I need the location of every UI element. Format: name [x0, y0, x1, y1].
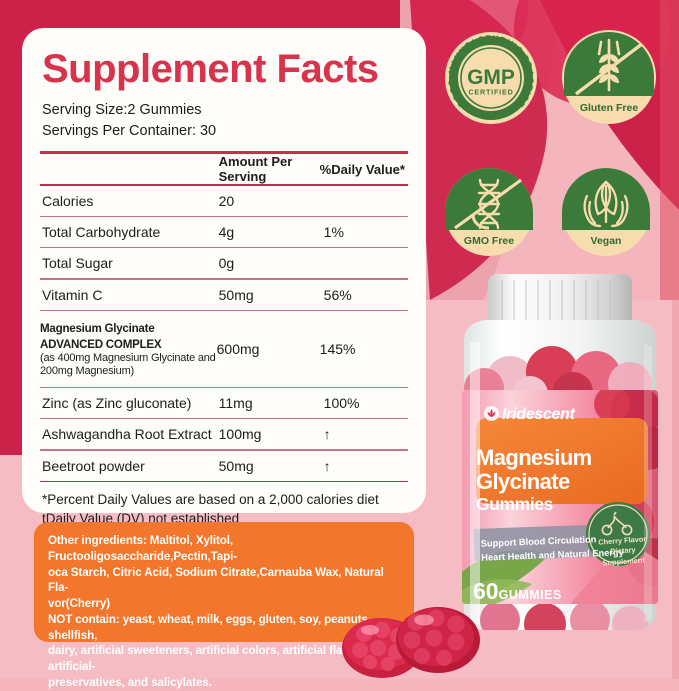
dna-slash-icon: GMO Free [445, 168, 533, 256]
nutrient-amount: 50mg [218, 286, 254, 303]
header-daily-value: %Daily Value* [319, 161, 405, 177]
nutrient-name-sub: (as 400mg Magnesium Glycinate and 200mg … [40, 351, 216, 378]
divider-under-header [40, 184, 408, 186]
gummy-count: 60GUMMIES [473, 578, 562, 605]
table-row: Magnesium Glycinate ADVANCED COMPLEX (as … [40, 311, 408, 387]
nutrient-amount: 20 [218, 192, 235, 209]
nutrient-name: Ashwagandha Root Extract [42, 426, 212, 443]
nutrient-name: Total Sugar [42, 255, 113, 272]
product-bottle [462, 274, 658, 630]
brand-label: Iridescent [502, 406, 575, 423]
not-contain-line-1: NOT contain: yeast, wheat, milk, eggs, g… [48, 612, 371, 642]
product-line-2: Glycinate [476, 469, 570, 494]
badge-gmo-free: GMO Free [443, 166, 535, 258]
footnote-line-1: *Percent Daily Values are based on a 2,0… [42, 492, 379, 508]
nutrient-name: Zinc (as Zinc gluconate) [42, 394, 192, 411]
row-divider [40, 417, 408, 420]
count-number: 60 [473, 578, 499, 604]
nutrient-amount: 4g [218, 223, 235, 240]
table-row: Zinc (as Zinc gluconate) 11mg 100% [40, 388, 408, 418]
nutrient-daily-value: 56% [323, 286, 352, 303]
svg-text:Vegan: Vegan [591, 235, 622, 247]
badge-vegan: Vegan [560, 166, 652, 258]
brand-name: Iridescent [484, 406, 575, 424]
nutrient-name: Magnesium Glycinate ADVANCED COMPLEX (as … [40, 311, 217, 387]
gmp-seal-icon: GOOD MANUFACTURING PRACTICE GMP CERTIFIE… [445, 32, 537, 124]
row-divider [40, 309, 408, 311]
nutrient-daily-value: 1% [323, 223, 344, 240]
product-title: Magnesium Glycinate Gummies [476, 447, 592, 514]
badge-gluten-free: Gluten Free [560, 28, 658, 126]
table-row: Vitamin C 50mg 56% [40, 280, 408, 310]
row-divider [40, 278, 408, 280]
raspberry-gummies-decoration [342, 607, 480, 678]
divider-thick [40, 151, 408, 155]
footnote-line-2: tDaily Value (DV) not established [42, 510, 240, 526]
nutrient-amount: 0g [218, 255, 235, 272]
product-line-3: Gummies [476, 494, 553, 514]
svg-text:Gluten Free: Gluten Free [580, 102, 639, 114]
count-unit: GUMMIES [498, 588, 562, 602]
header-amount-per-serving: Amount Per Serving [218, 154, 293, 185]
badge-gmp: GOOD MANUFACTURING PRACTICE GMP CERTIFIE… [443, 30, 539, 126]
nutrient-amount: 11mg [218, 394, 253, 411]
page-title: Supplement Facts [42, 47, 379, 91]
table-row: Ashwagandha Root Extract 100mg ↑ [40, 419, 408, 449]
not-contain-line-2: dairy, artificial sweeteners, artificial… [48, 644, 370, 674]
svg-text:GMP: GMP [467, 66, 515, 89]
other-ingredients-line-2: oca Starch, Citric Acid, Sodium Citrate,… [48, 565, 384, 595]
supplement-facts-rows: Calories 20 Total Carbohydrate 4g 1% Total Su… [40, 186, 408, 481]
nutrient-daily-value [320, 186, 408, 216]
other-ingredients-line-3: vor(Cherry) [48, 597, 111, 611]
serving-size: Serving Size:2 Gummies [42, 102, 202, 118]
nutrient-name: Beetroot powder [42, 457, 145, 474]
table-row: Total Sugar 0g [40, 248, 408, 278]
wheat-slash-icon: Gluten Free [562, 30, 656, 124]
row-divider [40, 449, 408, 451]
table-row: Beetroot powder 50mg ↑ [40, 451, 408, 481]
brand-flower-icon [484, 406, 499, 421]
nutrient-daily-value: 145% [319, 340, 356, 357]
servings-per-container: Servings Per Container: 30 [42, 123, 217, 140]
nutrient-daily-value: ↑ [323, 457, 331, 474]
row-divider [40, 215, 408, 217]
supplement-facts-table: Amount Per Serving %Daily Value* [40, 154, 408, 184]
svg-text:CERTIFIED: CERTIFIED [468, 88, 513, 97]
table-row: Total Carbohydrate 4g 1% [40, 217, 408, 247]
other-ingredients-line-1: Other ingredients: Maltitol, Xylitol, Fr… [48, 534, 238, 563]
nutrient-daily-value: 100% [323, 394, 360, 411]
nutrient-amount: 100mg [218, 426, 262, 443]
row-divider [40, 386, 408, 388]
supplement-facts-card: Supplement Facts Serving Size:2 Gummies … [22, 28, 426, 526]
nutrient-amount: 50mg [218, 457, 254, 474]
nutrient-name: Calories [42, 192, 94, 209]
nutrient-name: Vitamin C [42, 286, 103, 303]
nutrient-amount: 600mg [216, 340, 260, 357]
leaf-hands-icon: Vegan [562, 168, 650, 256]
table-row: Calories 20 [40, 186, 408, 216]
svg-text:GMO Free: GMO Free [464, 235, 514, 247]
nutrient-daily-value: ↑ [323, 426, 331, 443]
divider-above-footnote [40, 480, 408, 483]
cherry-flavor-seal-text: Cherry Flavor Dietary Supplement [595, 534, 651, 569]
row-divider [40, 246, 408, 249]
nutrient-daily-value [320, 248, 408, 278]
header-nutrient [40, 154, 217, 184]
product-line-1: Magnesium [476, 445, 592, 470]
nutrient-name-main: Magnesium Glycinate ADVANCED COMPLEX [40, 321, 162, 351]
nutrient-name: Total Carbohydrate [42, 223, 161, 240]
table-header-row: Amount Per Serving %Daily Value* [40, 154, 408, 184]
